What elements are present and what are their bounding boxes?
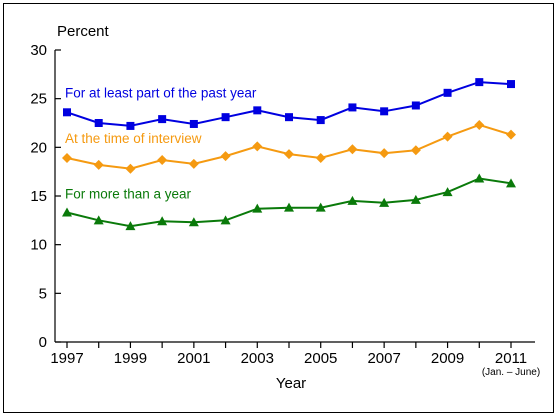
diamond-marker <box>188 158 199 169</box>
diamond-marker <box>62 153 72 164</box>
axes: 0 5 10 15 20 25 30 1997 1999 2001 2003 2005 2007 2009… <box>30 42 540 378</box>
triangle-marker <box>220 215 231 225</box>
y-tick-label: 30 <box>30 42 47 59</box>
square-marker <box>189 119 198 128</box>
square-marker <box>253 106 262 115</box>
square-marker <box>285 113 293 122</box>
x-axis-title: Year <box>276 375 306 392</box>
square-marker <box>158 115 167 124</box>
series-label: For at least part of the past year <box>65 85 257 100</box>
square-marker <box>63 108 71 117</box>
square-marker <box>443 88 452 97</box>
x-tick-label: 1997 <box>50 350 83 367</box>
triangle-marker <box>347 195 358 205</box>
series-label: At the time of interview <box>65 131 202 146</box>
diamond-marker <box>93 159 104 170</box>
triangle-marker <box>410 194 421 204</box>
square-marker <box>126 121 135 130</box>
square-marker <box>380 107 389 116</box>
diamond-marker <box>315 153 326 164</box>
triangle-marker <box>157 216 168 226</box>
diamond-marker <box>284 149 294 160</box>
diamond-marker <box>220 151 231 162</box>
y-tick-label: 15 <box>30 188 47 205</box>
triangle-marker <box>315 202 326 212</box>
diamond-marker <box>410 145 421 156</box>
x-tick-label: 2011 <box>495 350 527 367</box>
y-tick-label: 10 <box>30 237 47 254</box>
x-tick-label: 2005 <box>304 350 337 367</box>
y-tick-label: 20 <box>30 139 47 156</box>
triangle-marker <box>284 202 294 212</box>
diamond-marker <box>347 144 358 155</box>
triangle-marker <box>442 187 453 197</box>
x-tick-label: 1999 <box>114 350 147 367</box>
x-tick-note: (Jan. – June) <box>482 367 540 378</box>
triangle-marker <box>125 221 136 231</box>
series-2: At the time of interview <box>62 119 516 174</box>
triangle-marker <box>62 207 72 217</box>
triangle-marker <box>506 178 516 188</box>
triangle-marker <box>93 215 104 225</box>
series-1: For at least part of the past year <box>63 78 515 130</box>
x-tick-label: 2003 <box>241 350 274 367</box>
diamond-marker <box>157 154 168 165</box>
triangle-marker <box>188 217 199 227</box>
x-tick-label: 2007 <box>367 350 400 367</box>
triangle-marker <box>474 173 485 183</box>
x-tick-label: 2001 <box>177 350 210 367</box>
diamond-marker <box>379 148 390 159</box>
y-tick-label: 0 <box>39 334 47 351</box>
series-3: For more than a year <box>62 173 516 231</box>
triangle-marker <box>252 203 263 213</box>
y-tick-label: 5 <box>39 285 47 302</box>
y-tick-label: 25 <box>30 91 47 108</box>
square-marker <box>221 113 230 122</box>
diamond-marker <box>442 131 453 142</box>
diamond-marker <box>506 129 516 140</box>
square-marker <box>348 103 357 112</box>
x-tick-label: 2009 <box>431 350 464 367</box>
diamond-marker <box>252 141 263 152</box>
series-layer: For at least part of the past year At the… <box>62 78 516 231</box>
series-label: For more than a year <box>65 187 192 202</box>
square-marker <box>475 78 484 87</box>
chart-frame <box>3 3 554 413</box>
y-axis-title: Percent <box>57 23 110 40</box>
triangle-marker <box>379 197 390 207</box>
diamond-marker <box>474 119 485 130</box>
square-marker <box>316 116 325 125</box>
square-marker <box>411 101 420 110</box>
square-marker <box>507 80 515 89</box>
square-marker <box>94 119 103 127</box>
diamond-marker <box>125 163 136 174</box>
